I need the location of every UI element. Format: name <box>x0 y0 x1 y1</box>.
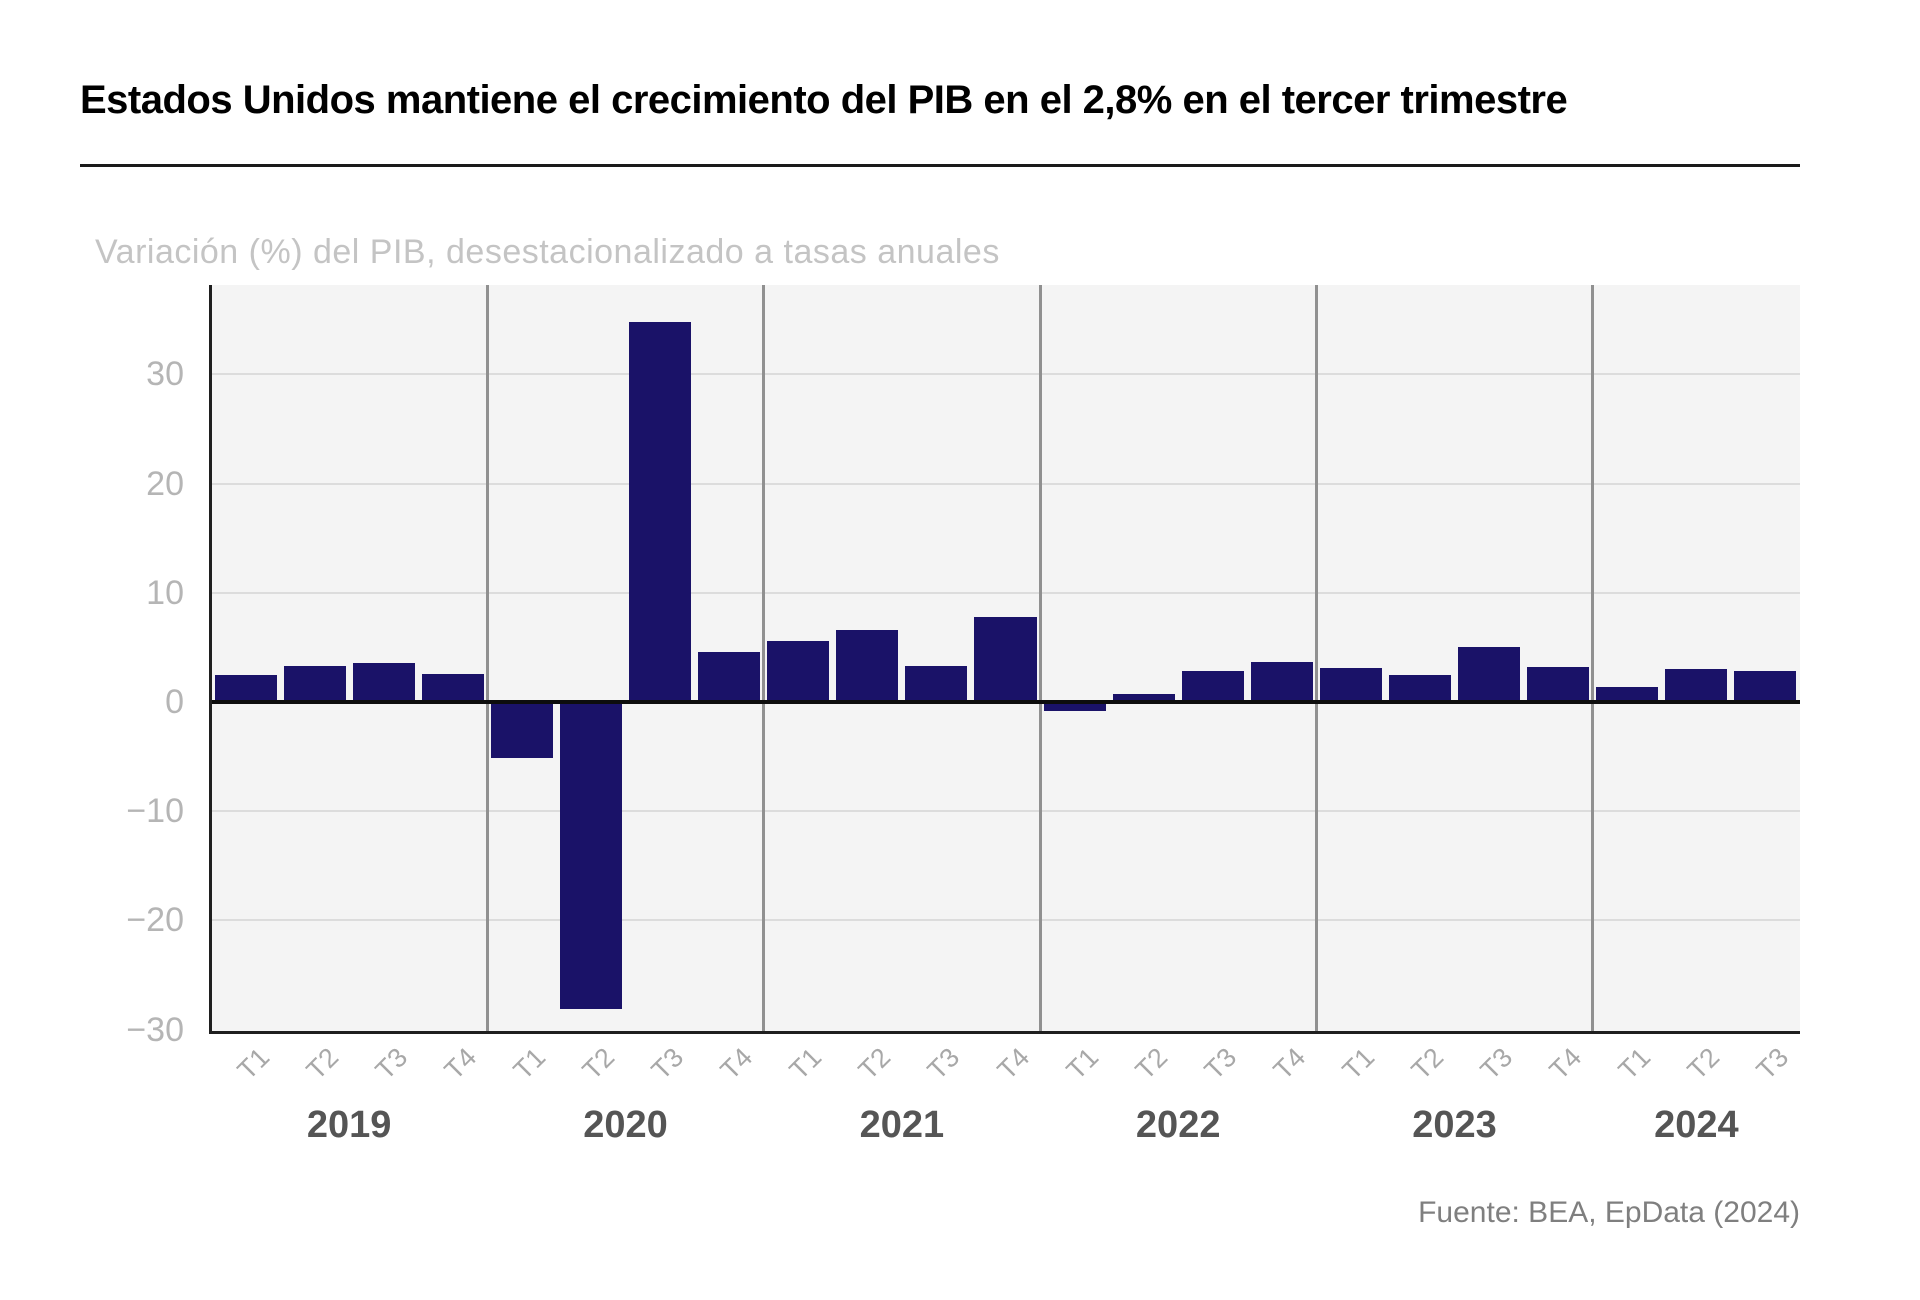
bar-2019-T1 <box>214 674 277 702</box>
gridline--20 <box>211 919 1800 922</box>
bar-2019-T3 <box>352 662 415 702</box>
bar-2022-T4 <box>1250 661 1313 702</box>
year-label-2020: 2020 <box>583 1104 668 1146</box>
year-label-2024: 2024 <box>1654 1104 1739 1146</box>
year-label-2022: 2022 <box>1135 1104 1221 1146</box>
chart-title: Estados Unidos mantiene el crecimiento d… <box>80 78 1568 122</box>
bar-2023-T2 <box>1388 674 1452 702</box>
y-tick-label: −20 <box>126 901 184 940</box>
y-tick-label: 30 <box>146 355 184 394</box>
source-note: Fuente: BEA, EpData (2024) <box>1418 1196 1800 1229</box>
gridline--10 <box>211 810 1800 813</box>
bar-2021-T2 <box>836 629 899 702</box>
y-tick-label: 20 <box>146 464 184 503</box>
bar-2024-T3 <box>1734 671 1797 702</box>
bar-2021-T3 <box>905 665 968 702</box>
bar-2020-T4 <box>698 651 761 702</box>
year-separator <box>485 285 489 1031</box>
year-separator <box>1314 285 1318 1031</box>
gridline-20 <box>211 482 1800 485</box>
bar-2022-T2 <box>1112 694 1175 702</box>
title-rule <box>80 164 1800 167</box>
bar-2022-T1 <box>1043 702 1106 711</box>
bar-2019-T4 <box>421 673 484 702</box>
y-tick-label: 0 <box>165 683 184 721</box>
bar-2020-T3 <box>629 321 692 702</box>
y-axis-line <box>209 285 212 1034</box>
bar-2019-T2 <box>283 665 346 702</box>
bar-2024-T2 <box>1665 669 1728 702</box>
year-separator <box>1038 285 1042 1031</box>
bar-2021-T4 <box>974 616 1037 702</box>
y-tick-label: 10 <box>146 573 184 612</box>
x-axis-line <box>209 1031 1800 1034</box>
bar-2022-T3 <box>1181 671 1244 702</box>
chart-subtitle: Variación (%) del PIB, desestacionalizad… <box>95 233 1000 271</box>
year-separator <box>1591 285 1595 1031</box>
bar-2020-T1 <box>490 702 553 758</box>
y-tick-label: −30 <box>126 1010 184 1049</box>
gridline-10 <box>211 591 1800 594</box>
year-separator <box>762 285 766 1031</box>
bar-2023-T1 <box>1319 668 1382 702</box>
bar-2024-T1 <box>1596 686 1659 702</box>
year-label-2023: 2023 <box>1412 1104 1497 1146</box>
year-label-2019: 2019 <box>306 1104 392 1146</box>
zero-line <box>211 700 1800 704</box>
y-tick-label: −10 <box>126 792 184 831</box>
bar-2020-T2 <box>559 702 622 1009</box>
bar-2023-T3 <box>1458 647 1521 702</box>
bar-2021-T1 <box>767 640 830 702</box>
gridline-30 <box>211 373 1800 376</box>
bar-2023-T4 <box>1527 667 1590 702</box>
year-label-2021: 2021 <box>859 1104 945 1146</box>
